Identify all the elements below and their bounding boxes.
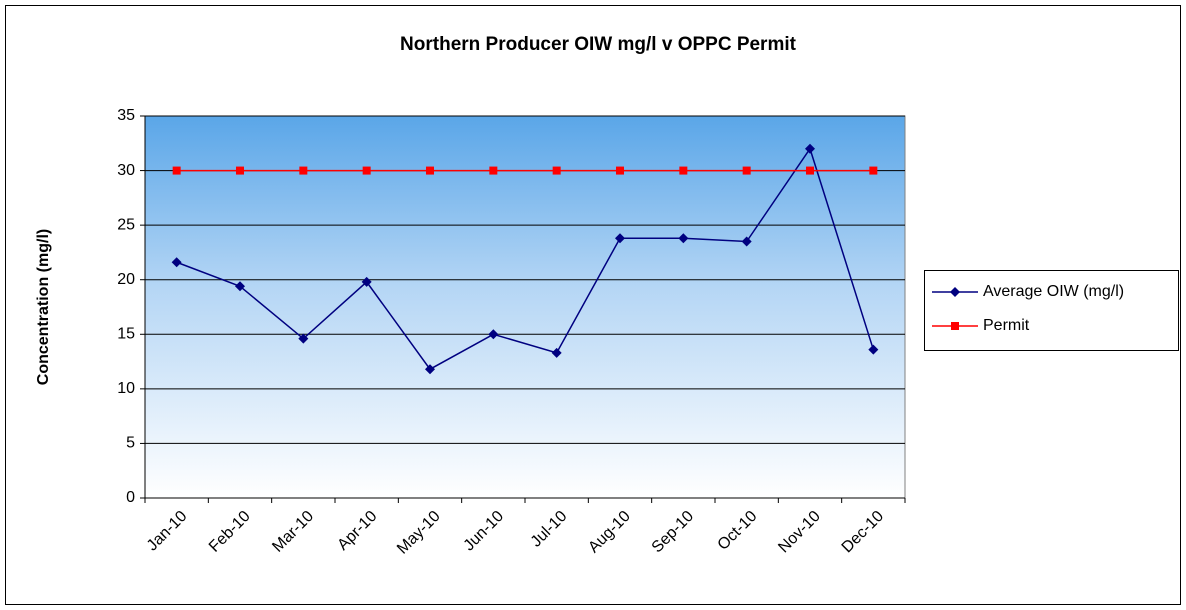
marker [489, 166, 498, 175]
marker [299, 166, 308, 175]
chart-title: Northern Producer OIW mg/l v OPPC Permit [400, 34, 797, 55]
marker [552, 166, 561, 175]
marker [172, 166, 181, 175]
marker [236, 166, 244, 175]
marker [361, 276, 372, 287]
marker [868, 344, 879, 355]
marker [298, 333, 309, 344]
marker [615, 233, 625, 244]
y-tick-label: 15 [117, 326, 135, 343]
legend-label: Average OIW (mg/l) [983, 283, 1124, 300]
marker [742, 166, 751, 175]
marker [551, 347, 562, 358]
marker [426, 166, 434, 175]
marker [425, 364, 435, 375]
y-tick-label: 10 [117, 380, 135, 397]
y-tick-label: 25 [117, 216, 135, 233]
marker [235, 281, 245, 292]
legend-label: Permit [983, 317, 1030, 334]
marker [741, 236, 752, 247]
marker [488, 329, 499, 340]
y-tick-label: 5 [126, 435, 135, 452]
marker [951, 322, 959, 330]
plot-area [144, 115, 906, 499]
marker [678, 233, 689, 244]
marker [806, 166, 814, 175]
marker [805, 143, 815, 154]
marker [616, 166, 624, 175]
marker [171, 257, 182, 268]
marker [362, 166, 371, 175]
y-tick-label: 0 [126, 489, 135, 506]
marker [869, 166, 878, 175]
marker [950, 287, 960, 297]
y-tick-label: 35 [117, 107, 135, 124]
y-tick-label: 20 [117, 271, 135, 288]
marker [679, 166, 688, 175]
series-line [176, 147, 875, 371]
y-axis-title: Concentration (mg/l) [35, 229, 52, 385]
y-tick-label: 30 [117, 162, 135, 179]
legend [924, 270, 1179, 351]
